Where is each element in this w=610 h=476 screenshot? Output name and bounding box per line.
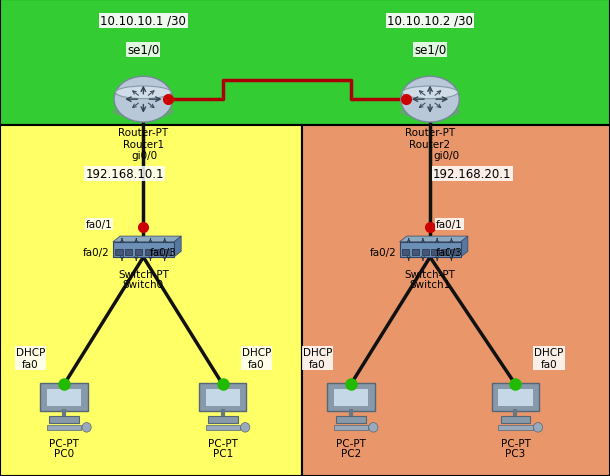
Text: DHCP
fa0: DHCP fa0 [16,347,45,369]
FancyBboxPatch shape [334,425,368,430]
Text: PC-PT: PC-PT [501,438,530,448]
FancyBboxPatch shape [422,250,429,256]
Text: 10.10.10.2 /30: 10.10.10.2 /30 [387,15,473,28]
FancyBboxPatch shape [199,383,246,411]
FancyBboxPatch shape [498,425,533,430]
Text: Router2: Router2 [409,139,451,149]
Text: fa0/2: fa0/2 [370,248,396,257]
FancyBboxPatch shape [125,250,132,256]
FancyBboxPatch shape [49,416,79,423]
FancyBboxPatch shape [135,250,142,256]
FancyBboxPatch shape [400,242,461,258]
FancyBboxPatch shape [154,250,162,256]
Text: se1/0: se1/0 [414,43,446,57]
Text: Switch-PT: Switch-PT [118,269,169,279]
Ellipse shape [115,87,171,99]
Text: fa0/3: fa0/3 [149,248,176,257]
Text: 10.10.10.1 /30: 10.10.10.1 /30 [101,15,186,28]
FancyBboxPatch shape [498,389,533,406]
FancyBboxPatch shape [431,250,439,256]
Ellipse shape [368,423,378,432]
FancyBboxPatch shape [492,383,539,411]
Text: DHCP
fa0: DHCP fa0 [534,347,564,369]
FancyBboxPatch shape [206,425,240,430]
FancyBboxPatch shape [0,0,610,126]
FancyBboxPatch shape [441,250,448,256]
Text: Router-PT: Router-PT [405,128,455,138]
FancyBboxPatch shape [501,416,530,423]
FancyBboxPatch shape [47,425,81,430]
Text: PC1: PC1 [212,448,233,458]
Text: 192.168.20.1: 192.168.20.1 [433,167,512,180]
FancyBboxPatch shape [451,250,458,256]
Text: PC2: PC2 [340,448,361,458]
Text: PC-PT: PC-PT [336,438,365,448]
Polygon shape [461,237,468,258]
FancyBboxPatch shape [208,416,237,423]
FancyBboxPatch shape [113,242,174,258]
FancyBboxPatch shape [40,383,88,411]
Polygon shape [113,237,181,242]
Text: fa0/1: fa0/1 [85,220,112,229]
FancyBboxPatch shape [412,250,419,256]
Text: gi0/0: gi0/0 [131,150,157,160]
FancyBboxPatch shape [336,416,365,423]
Text: Switch1: Switch1 [409,279,451,289]
Text: Router-PT: Router-PT [118,128,168,138]
Text: PC3: PC3 [505,448,526,458]
FancyBboxPatch shape [402,250,409,256]
Polygon shape [174,237,181,258]
Text: fa0/1: fa0/1 [436,220,463,229]
Text: Switch0: Switch0 [123,279,164,289]
Text: DHCP
fa0: DHCP fa0 [242,347,271,369]
Text: DHCP
fa0: DHCP fa0 [303,347,332,369]
Text: gi0/0: gi0/0 [433,150,459,160]
FancyBboxPatch shape [47,389,81,406]
Ellipse shape [533,423,543,432]
Text: se1/0: se1/0 [127,43,159,57]
Polygon shape [400,237,468,242]
Text: PC-PT: PC-PT [49,438,79,448]
Text: fa0/3: fa0/3 [436,248,463,257]
Text: 192.168.10.1: 192.168.10.1 [85,167,164,180]
Circle shape [114,77,173,123]
FancyBboxPatch shape [0,126,302,476]
FancyBboxPatch shape [164,250,171,256]
Ellipse shape [241,423,250,432]
Text: Router1: Router1 [123,139,164,149]
FancyBboxPatch shape [327,383,375,411]
FancyBboxPatch shape [302,126,610,476]
FancyBboxPatch shape [334,389,368,406]
Text: PC0: PC0 [54,448,74,458]
FancyBboxPatch shape [115,250,123,256]
Ellipse shape [113,106,174,119]
Ellipse shape [402,87,458,99]
Circle shape [401,77,459,123]
Text: fa0/2: fa0/2 [83,248,110,257]
FancyBboxPatch shape [145,250,152,256]
Ellipse shape [82,423,92,432]
FancyBboxPatch shape [206,389,240,406]
Text: PC-PT: PC-PT [208,438,237,448]
Text: Switch-PT: Switch-PT [404,269,456,279]
Ellipse shape [400,106,461,119]
